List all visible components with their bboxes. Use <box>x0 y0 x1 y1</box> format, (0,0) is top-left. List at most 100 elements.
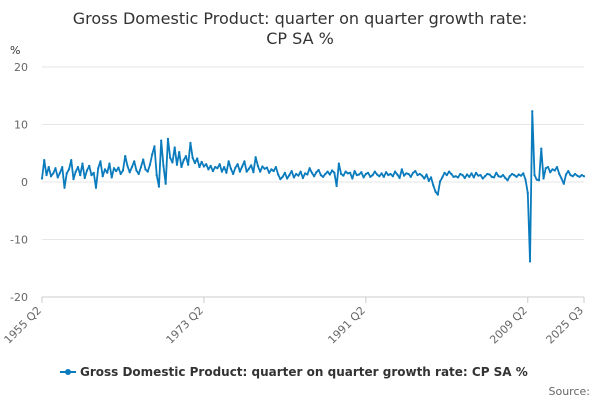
data-point[interactable] <box>128 171 131 174</box>
data-point[interactable] <box>528 260 532 263</box>
data-point[interactable] <box>322 175 325 178</box>
data-point[interactable] <box>259 170 262 173</box>
data-point[interactable] <box>569 174 572 177</box>
data-point[interactable] <box>434 190 437 193</box>
data-point[interactable] <box>391 175 394 178</box>
data-point[interactable] <box>76 165 80 169</box>
data-point[interactable] <box>88 164 91 167</box>
data-point[interactable] <box>537 179 541 182</box>
data-point[interactable] <box>400 168 403 171</box>
data-point[interactable] <box>508 175 511 178</box>
data-point[interactable] <box>495 171 498 174</box>
data-point[interactable] <box>423 177 426 180</box>
data-point[interactable] <box>148 163 152 166</box>
data-point[interactable] <box>130 165 134 169</box>
data-point[interactable] <box>519 174 523 177</box>
data-point[interactable] <box>40 177 44 180</box>
data-point[interactable] <box>47 165 50 169</box>
data-point[interactable] <box>45 174 48 177</box>
data-point[interactable] <box>169 156 172 159</box>
data-point[interactable] <box>301 176 304 180</box>
data-point[interactable] <box>313 175 316 178</box>
data-point[interactable] <box>92 171 95 174</box>
data-point[interactable] <box>121 169 125 172</box>
data-point[interactable] <box>488 173 491 176</box>
data-point[interactable] <box>398 176 401 180</box>
data-point[interactable] <box>243 160 246 163</box>
data-point[interactable] <box>232 172 235 176</box>
data-point[interactable] <box>171 161 174 164</box>
data-point[interactable] <box>83 176 86 180</box>
data-point[interactable] <box>43 159 46 162</box>
data-point[interactable] <box>214 165 217 169</box>
data-point[interactable] <box>308 167 311 170</box>
data-point[interactable] <box>432 184 435 187</box>
data-point[interactable] <box>366 171 370 174</box>
data-point[interactable] <box>97 167 100 170</box>
data-point[interactable] <box>551 168 554 171</box>
data-point[interactable] <box>202 165 206 168</box>
data-point[interactable] <box>310 171 313 174</box>
data-point[interactable] <box>115 169 118 173</box>
data-point[interactable] <box>205 163 208 166</box>
data-point[interactable] <box>481 177 484 180</box>
data-point[interactable] <box>256 164 260 167</box>
data-point[interactable] <box>135 169 138 172</box>
data-point[interactable] <box>173 146 176 149</box>
data-point[interactable] <box>524 178 527 181</box>
data-point[interactable] <box>362 176 365 179</box>
data-point[interactable] <box>420 174 424 177</box>
data-point[interactable] <box>223 165 226 169</box>
data-point[interactable] <box>472 176 475 179</box>
data-point[interactable] <box>209 164 212 167</box>
data-point[interactable] <box>517 173 520 176</box>
data-point[interactable] <box>544 167 547 170</box>
data-point[interactable] <box>553 169 556 172</box>
data-point[interactable] <box>306 173 309 176</box>
data-point[interactable] <box>506 179 509 182</box>
data-point[interactable] <box>94 186 98 189</box>
data-point[interactable] <box>445 174 448 177</box>
data-point[interactable] <box>540 147 543 150</box>
data-point[interactable] <box>157 185 161 188</box>
data-point[interactable] <box>337 162 340 165</box>
data-point[interactable] <box>297 174 300 177</box>
data-point[interactable] <box>427 179 430 182</box>
data-point[interactable] <box>447 170 451 173</box>
data-point[interactable] <box>196 157 199 160</box>
data-point[interactable] <box>450 172 453 176</box>
data-point[interactable] <box>562 182 565 185</box>
data-point[interactable] <box>405 172 408 175</box>
data-point[interactable] <box>407 172 410 176</box>
data-point[interactable] <box>166 137 170 140</box>
data-point[interactable] <box>236 163 239 166</box>
data-point[interactable] <box>456 176 460 179</box>
data-point[interactable] <box>582 175 586 178</box>
data-point[interactable] <box>355 174 358 177</box>
data-point[interactable] <box>187 163 190 166</box>
data-point[interactable] <box>110 176 113 179</box>
data-point[interactable] <box>360 171 363 174</box>
data-point[interactable] <box>468 175 471 178</box>
data-point[interactable] <box>279 178 282 181</box>
data-point[interactable] <box>85 169 89 172</box>
data-point[interactable] <box>315 171 318 174</box>
data-point[interactable] <box>189 141 192 144</box>
data-point[interactable] <box>486 172 489 176</box>
data-point[interactable] <box>286 177 289 180</box>
data-point[interactable] <box>61 165 64 169</box>
data-point[interactable] <box>283 171 286 174</box>
data-point[interactable] <box>144 168 147 171</box>
data-point[interactable] <box>151 153 154 156</box>
data-point[interactable] <box>373 170 376 173</box>
data-point[interactable] <box>513 174 516 177</box>
data-point[interactable] <box>281 175 284 178</box>
data-point[interactable] <box>542 177 545 180</box>
data-point[interactable] <box>364 172 367 176</box>
data-point[interactable] <box>175 163 179 166</box>
data-point[interactable] <box>510 172 514 176</box>
data-point[interactable] <box>54 167 57 170</box>
data-point[interactable] <box>504 176 507 180</box>
data-point[interactable] <box>142 158 145 161</box>
data-point[interactable] <box>375 173 379 176</box>
